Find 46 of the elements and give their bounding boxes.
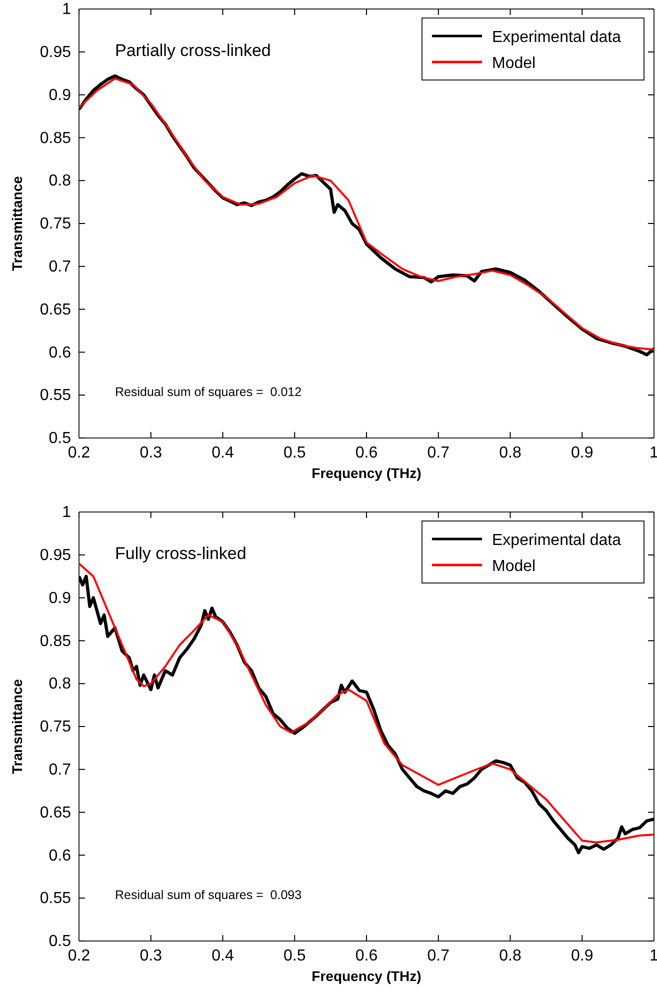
x-axis-title: Frequency (THz) (312, 465, 422, 481)
y-tick-label: 0.95 (40, 44, 72, 62)
legend-label: Experimental data (492, 532, 622, 549)
y-tick-label: 0.55 (40, 890, 72, 908)
x-tick-label: 0.6 (355, 947, 378, 964)
y-tick-label: 0.95 (40, 547, 72, 564)
y-tick-label: 0.7 (48, 258, 72, 276)
y-tick-label: 0.8 (48, 676, 72, 693)
text: Fully cross-linked (115, 544, 246, 563)
x-tick-label: 0.8 (499, 947, 522, 964)
legend-label: Model (492, 558, 536, 575)
y-axis-title: Transmittance (9, 176, 25, 271)
y-tick-label: 0.9 (48, 86, 72, 104)
y-tick-label: 0.8 (48, 172, 72, 190)
x-tick-label: 0.6 (355, 444, 378, 462)
x-tick-label: 0.5 (284, 444, 306, 462)
y-tick-label: 0.6 (48, 344, 72, 362)
x-tick-label: 0.7 (427, 444, 450, 462)
x-tick-label: 0.9 (571, 947, 594, 964)
y-tick-label: 0.85 (40, 632, 72, 650)
x-tick-label: 0.3 (140, 444, 162, 462)
y-tick-label: 0.7 (48, 762, 72, 779)
x-tick-label: 0.9 (571, 444, 594, 462)
annotation: Residual sum of squares = 0.093 (115, 888, 302, 902)
y-tick-label: 1 (62, 504, 72, 522)
y-tick-label: 0.75 (40, 718, 72, 736)
y-tick-label: 1 (62, 1, 72, 18)
y-tick-label: 0.65 (40, 301, 72, 318)
y-tick-label: 0.85 (40, 130, 72, 147)
y-axis-title: Transmittance (9, 678, 25, 774)
x-tick-label: 0.7 (427, 947, 450, 964)
legend-label: Model (492, 55, 536, 72)
x-tick-label: 0.4 (212, 444, 234, 462)
legend-label: Experimental data (492, 29, 622, 46)
y-tick-label: 0.65 (40, 804, 72, 822)
text: Partially cross-linked (115, 41, 271, 60)
y-tick-label: 0.6 (48, 847, 72, 864)
y-tick-label: 0.55 (40, 387, 72, 404)
x-axis-title: Frequency (THz) (312, 968, 422, 984)
x-tick-label: 0.8 (499, 444, 522, 462)
y-tick-label: 0.75 (40, 216, 72, 233)
x-tick-label: 0.3 (140, 947, 162, 964)
x-tick-label: 0.5 (284, 947, 306, 964)
x-tick-label: 0.4 (212, 947, 234, 964)
y-tick-label: 0.9 (48, 590, 72, 607)
annotation: Residual sum of squares = 0.012 (115, 385, 302, 399)
